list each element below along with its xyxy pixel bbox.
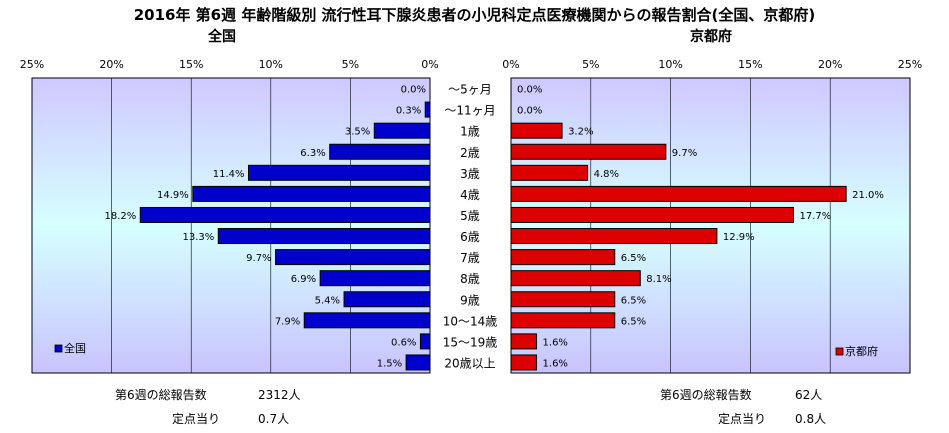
category-label: 20歳以上 bbox=[444, 356, 495, 370]
category-label: 7歳 bbox=[460, 251, 480, 265]
left-tick-label: 0% bbox=[421, 58, 438, 71]
right-bar bbox=[510, 354, 538, 371]
right-data-label: 6.5% bbox=[621, 295, 646, 306]
left-bar bbox=[373, 122, 431, 139]
left-bar bbox=[329, 143, 431, 160]
category-label: 2歳 bbox=[460, 146, 480, 160]
left-data-label: 1.5% bbox=[377, 358, 402, 369]
left-plot-area bbox=[31, 77, 431, 374]
right-tick-label: 15% bbox=[738, 58, 762, 71]
left-data-label: 6.3% bbox=[300, 148, 325, 159]
left-tick-label: 20% bbox=[99, 58, 123, 71]
category-label: 15〜19歳 bbox=[443, 335, 498, 349]
right-bar bbox=[510, 185, 847, 202]
right-per-label: 定点当り bbox=[718, 412, 767, 426]
category-label: 1歳 bbox=[460, 125, 480, 139]
right-tick-label: 20% bbox=[818, 58, 842, 71]
right-bar bbox=[510, 249, 616, 266]
right-data-label: 12.9% bbox=[723, 232, 755, 243]
right-data-label: 21.0% bbox=[852, 190, 884, 201]
right-data-label: 1.6% bbox=[543, 358, 568, 369]
right-legend-label: 京都府 bbox=[845, 344, 878, 358]
right-data-label: 4.8% bbox=[594, 169, 619, 180]
right-tick-label: 10% bbox=[658, 58, 682, 71]
left-data-label: 3.5% bbox=[345, 127, 370, 138]
right-bar bbox=[510, 333, 538, 350]
category-label: 8歳 bbox=[460, 272, 480, 286]
right-total-label: 第6週の総報告数 bbox=[660, 388, 752, 402]
left-total-label: 第6週の総報告数 bbox=[115, 388, 207, 402]
left-legend-swatch bbox=[54, 344, 63, 353]
left-bar bbox=[419, 333, 431, 350]
category-label: 10〜14歳 bbox=[443, 314, 498, 328]
left-bar bbox=[248, 164, 431, 181]
left-bar bbox=[192, 185, 431, 202]
right-bar bbox=[510, 228, 718, 245]
right-plot-area bbox=[510, 77, 911, 374]
left-bar bbox=[343, 291, 431, 308]
right-bar bbox=[510, 143, 667, 160]
right-bar bbox=[510, 291, 616, 308]
right-panel-title: 京都府 bbox=[690, 29, 732, 45]
left-bar bbox=[139, 206, 431, 223]
right-total-value: 62人 bbox=[795, 388, 823, 402]
left-data-label: 18.2% bbox=[104, 211, 136, 222]
right-tick-label: 25% bbox=[898, 58, 922, 71]
right-per-value: 0.8人 bbox=[795, 412, 827, 426]
left-panel-title: 全国 bbox=[208, 29, 236, 45]
left-bar bbox=[217, 228, 431, 245]
category-label: 3歳 bbox=[460, 167, 480, 181]
right-bar bbox=[510, 164, 589, 181]
left-data-label: 0.0% bbox=[401, 85, 426, 96]
left-tick-label: 25% bbox=[20, 58, 44, 71]
left-legend-label: 全国 bbox=[64, 341, 86, 355]
right-data-label: 6.5% bbox=[621, 316, 646, 327]
left-total-value: 2312人 bbox=[258, 388, 301, 402]
right-bar bbox=[510, 206, 794, 223]
left-tick-label: 5% bbox=[342, 58, 359, 71]
right-tick-label: 5% bbox=[582, 58, 599, 71]
chart-title: 2016年 第6週 年齢階級別 流行性耳下腺炎患者の小児科定点医療機関からの報告… bbox=[133, 6, 816, 24]
right-bar bbox=[510, 312, 616, 329]
right-legend-swatch bbox=[835, 347, 844, 356]
left-data-label: 11.4% bbox=[213, 169, 245, 180]
right-data-label: 6.5% bbox=[621, 253, 646, 264]
left-per-label: 定点当り bbox=[172, 412, 221, 426]
category-label: 4歳 bbox=[460, 188, 480, 202]
left-data-label: 14.9% bbox=[157, 190, 189, 201]
right-data-label: 0.0% bbox=[517, 106, 542, 117]
category-label: 5歳 bbox=[460, 209, 480, 223]
left-data-label: 9.7% bbox=[246, 253, 271, 264]
right-data-label: 0.0% bbox=[517, 85, 542, 96]
left-data-label: 0.6% bbox=[391, 337, 416, 348]
left-data-label: 5.4% bbox=[315, 295, 340, 306]
left-per-value: 0.7人 bbox=[258, 412, 290, 426]
left-bar bbox=[303, 312, 431, 329]
left-data-label: 6.9% bbox=[291, 274, 316, 285]
right-tick-label: 0% bbox=[502, 58, 519, 71]
left-tick-label: 15% bbox=[179, 58, 203, 71]
right-data-label: 9.7% bbox=[672, 148, 697, 159]
left-tick-label: 10% bbox=[259, 58, 283, 71]
right-data-label: 1.6% bbox=[543, 337, 568, 348]
left-bar bbox=[275, 249, 431, 266]
right-data-label: 3.2% bbox=[568, 127, 593, 138]
category-label: 9歳 bbox=[460, 293, 480, 307]
left-data-label: 7.9% bbox=[275, 316, 300, 327]
left-data-label: 0.3% bbox=[396, 106, 421, 117]
left-bar bbox=[405, 354, 431, 371]
category-label: 〜5ヶ月 bbox=[448, 83, 492, 97]
right-data-label: 17.7% bbox=[799, 211, 831, 222]
left-data-label: 13.3% bbox=[182, 232, 214, 243]
left-bar bbox=[319, 270, 431, 287]
category-label: 6歳 bbox=[460, 230, 480, 244]
right-data-label: 8.1% bbox=[646, 274, 671, 285]
left-bar bbox=[424, 101, 431, 118]
category-label: 〜11ヶ月 bbox=[444, 104, 495, 118]
right-bar bbox=[510, 122, 563, 139]
right-bar bbox=[510, 270, 641, 287]
